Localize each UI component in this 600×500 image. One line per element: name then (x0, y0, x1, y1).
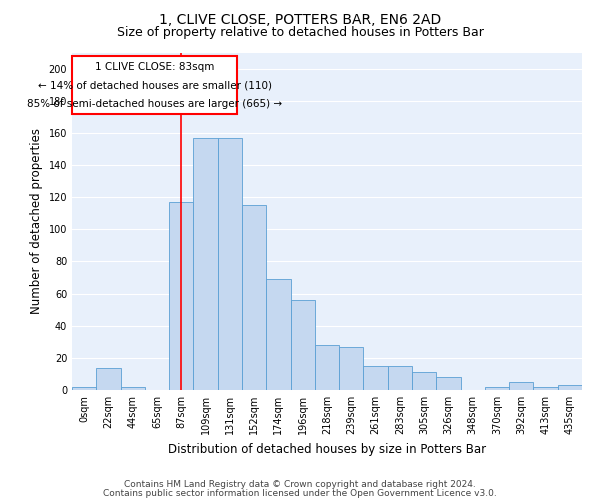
Bar (364, 366, 388, 390)
Bar (242, 205, 266, 390)
Bar (290, 300, 315, 390)
Bar (558, 385, 582, 390)
Text: Contains public sector information licensed under the Open Government Licence v3: Contains public sector information licen… (103, 488, 497, 498)
Bar (339, 346, 364, 390)
Bar (218, 138, 242, 390)
Bar (193, 138, 218, 390)
Bar (72, 56, 237, 114)
Bar (388, 366, 412, 390)
X-axis label: Distribution of detached houses by size in Potters Bar: Distribution of detached houses by size … (168, 442, 486, 456)
Text: Contains HM Land Registry data © Crown copyright and database right 2024.: Contains HM Land Registry data © Crown c… (124, 480, 476, 489)
Text: 1, CLIVE CLOSE, POTTERS BAR, EN6 2AD: 1, CLIVE CLOSE, POTTERS BAR, EN6 2AD (159, 12, 441, 26)
Text: Size of property relative to detached houses in Potters Bar: Size of property relative to detached ho… (116, 26, 484, 39)
Bar (436, 377, 461, 390)
Bar (533, 387, 558, 390)
Bar (485, 387, 509, 390)
Bar (72, 387, 96, 390)
Bar (169, 202, 193, 390)
Y-axis label: Number of detached properties: Number of detached properties (30, 128, 43, 314)
Bar (315, 345, 339, 390)
Bar (121, 387, 145, 390)
Text: ← 14% of detached houses are smaller (110): ← 14% of detached houses are smaller (11… (38, 80, 272, 90)
Bar (509, 382, 533, 390)
Bar (412, 372, 436, 390)
Bar (96, 368, 121, 390)
Bar (266, 279, 290, 390)
Text: 85% of semi-detached houses are larger (665) →: 85% of semi-detached houses are larger (… (27, 99, 282, 109)
Text: 1 CLIVE CLOSE: 83sqm: 1 CLIVE CLOSE: 83sqm (95, 62, 214, 72)
